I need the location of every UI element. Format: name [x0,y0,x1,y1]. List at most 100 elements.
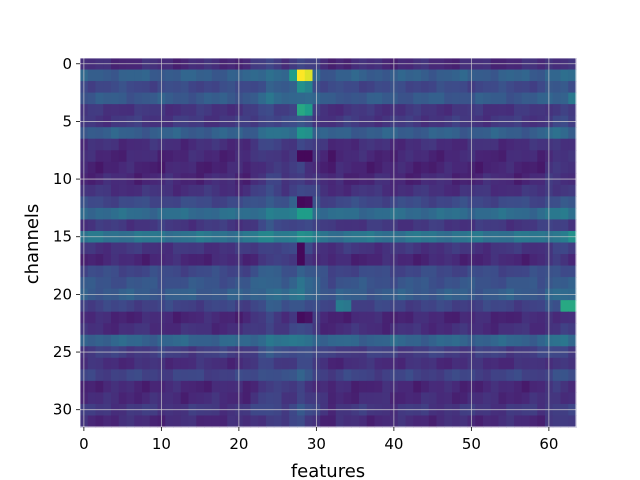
heatmap-cell [529,265,538,278]
heatmap-cell [475,69,484,82]
heatmap-cell [405,300,414,313]
heatmap-cell [118,104,128,117]
heatmap-cell [335,127,345,140]
heatmap-cell [242,323,252,336]
heatmap-cell [428,392,438,405]
heatmap-cell [452,161,461,174]
heatmap-cell [366,300,376,313]
heatmap-cell [149,277,159,290]
heatmap-cell [366,369,376,382]
heatmap-cell [149,104,159,117]
heatmap-cell [173,392,182,405]
heatmap-cell [428,242,438,255]
heatmap-cell [211,161,221,174]
heatmap-cell [459,184,469,197]
heatmap-cell [351,392,360,405]
heatmap-cell [421,277,430,290]
heatmap-cell [188,184,197,197]
heatmap-cell [87,69,97,82]
heatmap-cell [366,415,376,428]
heatmap-cell [490,127,500,140]
heatmap-cell [149,161,159,174]
heatmap-cell [142,104,151,117]
heatmap-cell [397,357,407,370]
heatmap-cell [359,300,368,313]
heatmap-cell [475,184,484,197]
heatmap-cell [374,161,383,174]
heatmap-cell [405,380,414,394]
heatmap-cell [180,207,190,221]
heatmap-cell [289,277,298,290]
heatmap-cell [359,242,368,255]
heatmap-cell [219,323,228,336]
heatmap-cell [382,392,391,405]
heatmap-cell [118,392,128,405]
heatmap-cell [351,242,360,255]
heatmap-cell [351,81,360,94]
heatmap-cell [142,265,151,278]
heatmap-cell [428,277,438,290]
heatmap-cell [227,323,236,336]
heatmap-cell [134,219,143,232]
heatmap-cell [483,334,492,347]
heatmap-cell [560,415,569,428]
heatmap-cell [490,277,500,290]
heatmap-cell [343,277,352,290]
heatmap-cell [142,92,151,105]
heatmap-cell [211,196,221,209]
heatmap-cell [498,219,507,232]
heatmap-cell [297,92,306,105]
heatmap-cell [204,265,213,278]
heatmap-cell [514,161,523,174]
heatmap-cell [351,184,360,197]
heatmap-cell [204,380,213,394]
heatmap-cell [498,265,507,278]
heatmap-cell [328,357,337,370]
heatmap-cell [521,219,531,232]
heatmap-cell [560,161,569,174]
heatmap-cell [537,300,546,313]
heatmap-cell [444,369,453,382]
heatmap-cell [173,380,182,394]
heatmap-cell [506,265,515,278]
heatmap-cell [328,277,337,290]
heatmap-cell [405,138,414,151]
heatmap-cell [366,161,376,174]
heatmap-cell [366,207,376,221]
heatmap-cell [258,369,267,382]
heatmap-cell [196,323,205,336]
heatmap-cell [335,392,345,405]
heatmap-cell [126,254,135,267]
heatmap-cell [211,311,221,324]
heatmap-cell [498,81,507,94]
heatmap-cell [514,254,523,267]
heatmap-cell [421,242,430,255]
heatmap-cell [250,69,259,82]
heatmap-cell [165,161,174,174]
heatmap-cell [568,415,577,428]
heatmap-cell [506,127,515,140]
heatmap-cell [289,254,298,267]
heatmap-cell [95,323,104,336]
heatmap-cell [227,254,236,267]
heatmap-cell [560,380,569,394]
heatmap-cell [444,415,453,428]
heatmap-cell [126,265,135,278]
heatmap-cell [335,277,345,290]
heatmap-cell [359,184,368,197]
heatmap-cell [149,323,159,336]
heatmap-cell [428,138,438,151]
heatmap-cell [335,323,345,336]
heatmap-cell [359,369,368,382]
heatmap-cell [436,207,445,221]
heatmap-cell [413,69,422,82]
heatmap-cell [436,392,445,405]
heatmap-cell [444,392,453,405]
heatmap-cell [281,219,290,232]
heatmap-cell [180,254,190,267]
heatmap-cell [413,196,422,209]
heatmap-cell [273,242,283,255]
heatmap-cell [475,311,484,324]
heatmap-cell [436,242,445,255]
heatmap-cell [250,254,259,267]
